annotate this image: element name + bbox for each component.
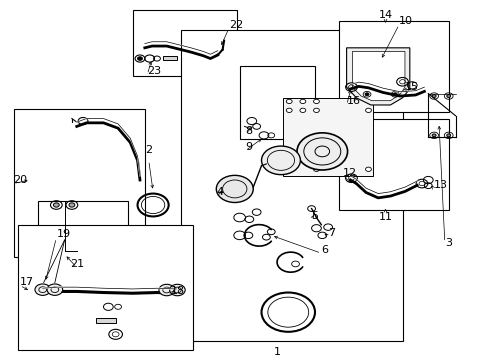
Circle shape <box>299 99 305 104</box>
Circle shape <box>299 108 305 112</box>
Text: 22: 22 <box>228 19 243 30</box>
Bar <box>38 202 127 257</box>
Circle shape <box>69 203 75 207</box>
Circle shape <box>431 95 435 98</box>
Text: 16: 16 <box>346 96 360 107</box>
Circle shape <box>286 167 291 171</box>
Text: 2: 2 <box>145 145 152 155</box>
Bar <box>181 30 402 341</box>
Polygon shape <box>352 51 404 101</box>
Circle shape <box>431 134 435 137</box>
Circle shape <box>365 167 371 171</box>
Text: 20: 20 <box>13 175 27 185</box>
Bar <box>132 10 237 76</box>
Circle shape <box>35 284 50 295</box>
Circle shape <box>365 108 371 112</box>
Circle shape <box>261 146 300 175</box>
Polygon shape <box>346 48 409 105</box>
Text: 19: 19 <box>56 229 70 239</box>
Bar <box>19 225 193 350</box>
Text: 21: 21 <box>70 259 83 269</box>
Text: 8: 8 <box>245 126 252 136</box>
Text: 1: 1 <box>273 347 281 357</box>
Circle shape <box>169 284 185 296</box>
Circle shape <box>365 93 368 96</box>
Text: 15: 15 <box>404 82 418 92</box>
Circle shape <box>286 99 291 104</box>
Text: 17: 17 <box>20 277 34 287</box>
Circle shape <box>296 133 347 170</box>
Bar <box>96 318 116 323</box>
Circle shape <box>137 57 142 60</box>
Text: 10: 10 <box>398 16 412 26</box>
Text: 12: 12 <box>342 168 356 178</box>
Text: 7: 7 <box>327 228 335 238</box>
Text: 5: 5 <box>311 211 318 221</box>
Text: 9: 9 <box>245 142 252 152</box>
Bar <box>283 98 372 176</box>
Circle shape <box>392 93 396 96</box>
Text: 11: 11 <box>378 212 392 222</box>
Bar <box>163 56 177 60</box>
Circle shape <box>313 99 319 104</box>
Circle shape <box>53 203 59 207</box>
Text: 3: 3 <box>444 238 451 248</box>
Text: 14: 14 <box>378 10 392 20</box>
Text: 23: 23 <box>147 66 161 76</box>
Circle shape <box>446 134 450 137</box>
Text: 4: 4 <box>216 188 224 198</box>
Circle shape <box>313 108 319 112</box>
Text: 6: 6 <box>321 245 327 255</box>
Circle shape <box>159 284 174 296</box>
Circle shape <box>446 95 450 98</box>
Bar <box>339 119 448 210</box>
Circle shape <box>286 108 291 112</box>
Bar <box>14 109 144 257</box>
Bar <box>339 21 448 112</box>
Circle shape <box>216 175 253 202</box>
Bar <box>239 66 314 139</box>
Text: 18: 18 <box>170 286 184 296</box>
Circle shape <box>313 167 319 171</box>
Circle shape <box>47 284 62 295</box>
Text: 13: 13 <box>433 180 447 190</box>
